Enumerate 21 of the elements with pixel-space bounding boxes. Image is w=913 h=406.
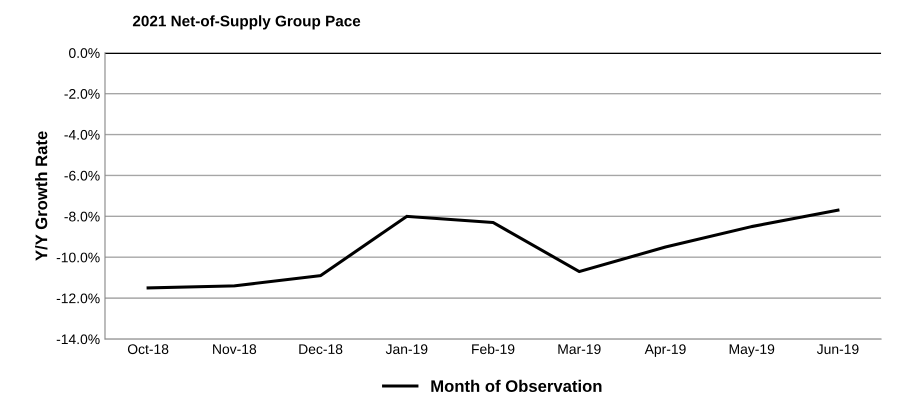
x-tick-label: Mar-19 xyxy=(558,344,601,354)
line-series xyxy=(146,208,840,290)
x-tick-label: Apr-19 xyxy=(644,344,686,357)
y-tick-label: -14.0% xyxy=(56,334,100,344)
x-tick-label: Jun-19 xyxy=(816,344,859,354)
y-tick-label: -12.0% xyxy=(56,293,100,304)
y-tick-label: -4.0% xyxy=(64,130,100,140)
y-tick-label: -8.0% xyxy=(64,212,100,222)
y-tick-label: 0.0% xyxy=(69,48,100,58)
y-tick-label: -10.0% xyxy=(56,252,100,262)
x-tick-label: Oct-18 xyxy=(128,344,168,354)
y-axis-title: Y/Y Growth Rate xyxy=(35,131,48,261)
chart-title: 2021 Net-of-Supply Group Pace xyxy=(132,15,360,30)
x-tick-label: Feb-19 xyxy=(472,344,514,354)
legend-label: Month of Observation xyxy=(431,380,602,392)
y-tick-label: -6.0% xyxy=(64,170,100,181)
y-tick-label: -2.0% xyxy=(64,89,100,99)
x-tick-label: Nov-18 xyxy=(213,344,256,354)
x-tick-label: Jan-19 xyxy=(386,344,428,354)
x-tick-label: May-19 xyxy=(730,344,774,357)
x-tick-label: Dec-18 xyxy=(299,344,342,354)
